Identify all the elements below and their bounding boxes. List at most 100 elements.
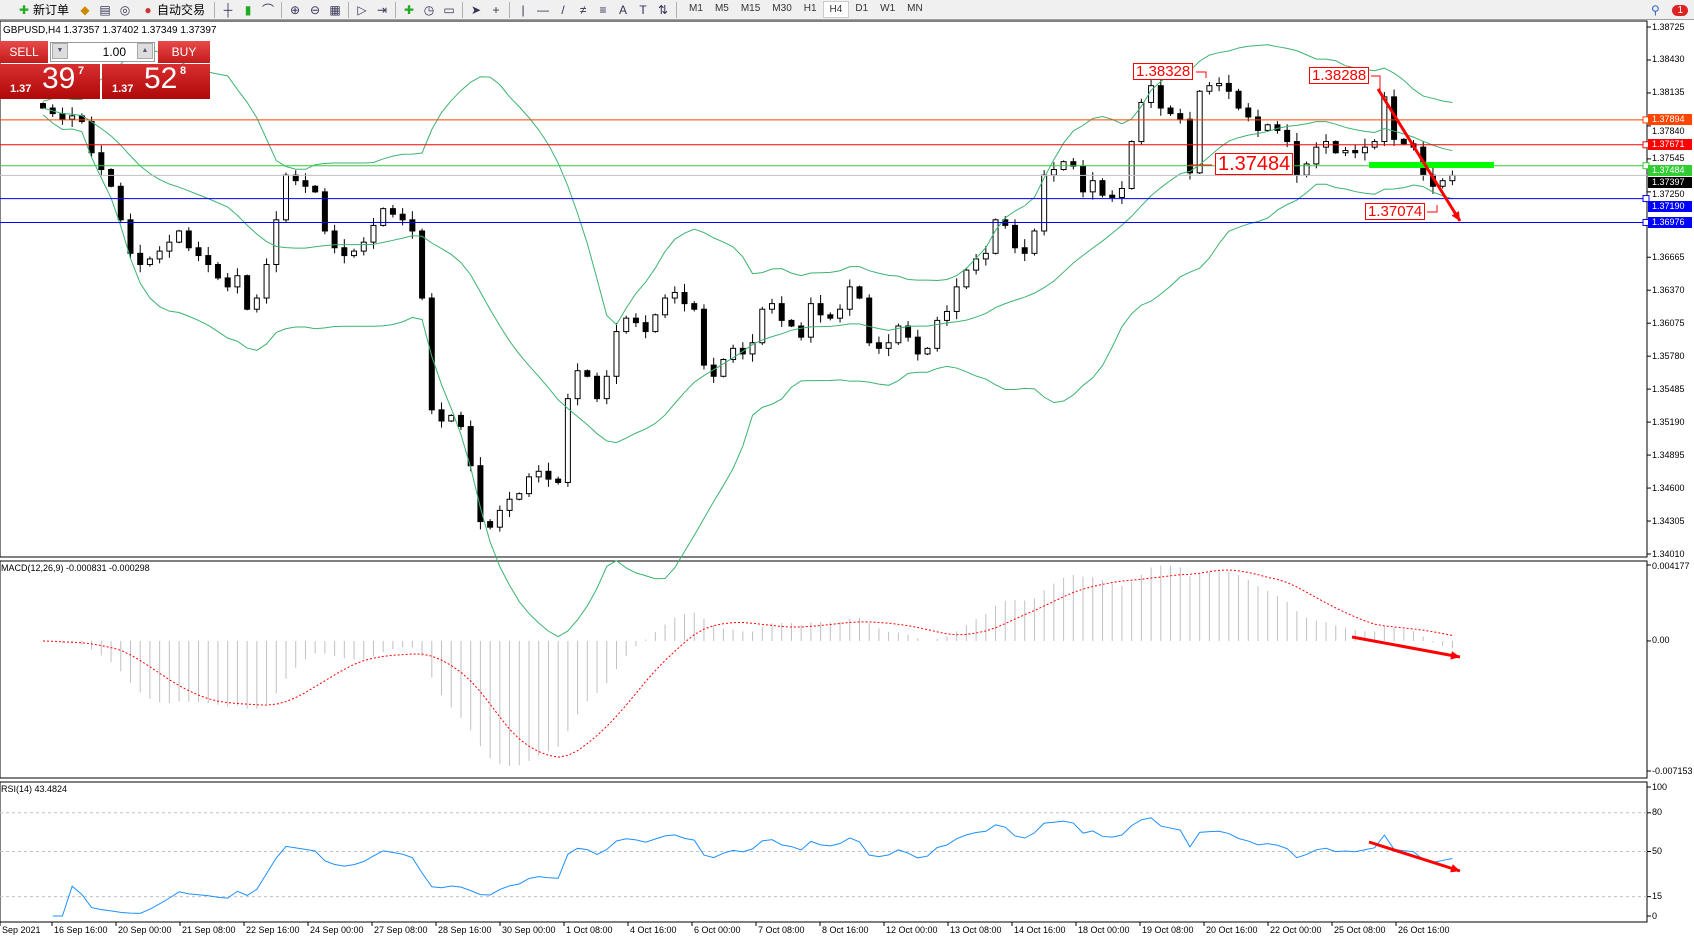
sell-button[interactable]: SELL [0,41,48,63]
metaeditor-icon[interactable]: ◆ [80,2,90,17]
buy-price[interactable]: 1.37 52 8 [102,62,210,99]
y-tick-label: 1.36665 [1652,251,1685,262]
candle-bear [914,336,921,355]
candle-bear [817,303,824,316]
candle-bear [302,180,309,187]
candle-bear [321,191,328,232]
divider [509,1,511,18]
timeframe-h4[interactable]: H4 [822,1,850,18]
divider [395,1,397,18]
candle-bear [691,303,698,310]
arrows-icon[interactable]: ⇅ [658,2,669,17]
y-tick-label: 1.38430 [1652,54,1685,65]
level-label: 1.37190 [1648,201,1692,213]
lot-increase-button[interactable]: ▲ [137,43,153,59]
candlestick-icon[interactable]: ▮ [244,2,252,17]
tile-windows-icon[interactable]: ▦ [329,2,341,17]
price-trend-arrow [1376,88,1462,222]
bollinger-middle [42,107,1453,444]
search-icon[interactable]: ⚲ [1651,3,1660,17]
horizontal-line-icon[interactable]: — [537,2,550,17]
candle-bull [1361,146,1368,154]
time-label: 1 Oct 08:00 [566,925,613,935]
annotation-high-2[interactable]: 1.38288 [1309,67,1370,84]
new-order-button[interactable]: ✚ 新订单 [18,2,70,18]
timeframe-mn[interactable]: MN [907,3,923,14]
lot-size-input[interactable]: 1.00 [50,42,155,62]
candle-bull [526,476,532,495]
y-tick-label: 1.35485 [1652,383,1685,394]
text-icon[interactable]: A [619,2,628,17]
buy-button[interactable]: BUY [158,41,210,63]
vertical-line-icon[interactable]: | [521,2,525,17]
candle-bull [1050,169,1057,176]
timeframe-m15[interactable]: M15 [740,3,761,14]
support-zone [1369,162,1494,168]
divider [676,1,678,18]
fibonacci-icon[interactable]: ≡ [599,2,607,17]
trendline-icon[interactable]: / [561,2,565,17]
candle-bull [69,115,76,120]
crosshair-icon[interactable]: + [492,2,500,17]
timeframe-m30[interactable]: M30 [772,3,792,14]
timeframe-h1[interactable]: H1 [803,3,817,14]
macd-divergence-arrow-head [1450,651,1460,660]
autoscroll-icon[interactable]: ▷ [357,2,367,17]
level-label: 1.37397 [1648,177,1692,189]
equidistant-channel-icon[interactable]: ≠ [579,2,587,17]
candle-bull [574,370,581,400]
annotation-high-1[interactable]: 1.38328 [1133,63,1194,80]
candle-bull [1138,101,1145,143]
macd-axis-label: -0.007153 [1652,765,1693,776]
signals-icon[interactable]: ◎ [119,2,131,17]
auto-trading-button[interactable]: ● 自动交易 [138,1,208,19]
text-label-icon[interactable]: T [639,2,647,17]
y-tick-label: 1.35780 [1652,350,1685,361]
navigator-icon[interactable]: ▤ [99,2,111,17]
timeframe-d1[interactable]: D1 [855,3,869,14]
candle-bull [807,303,814,338]
cursor-icon[interactable]: ➤ [471,2,482,17]
timeframe-w1[interactable]: W1 [880,3,896,14]
candle-bear [331,230,338,249]
rsi-axis-label: 80 [1652,807,1663,818]
candle-bull [1206,85,1213,92]
timeframe-m1[interactable]: M1 [689,3,703,14]
time-label: 16 Sep 16:00 [54,925,108,935]
candle-bear [798,325,805,338]
time-label: 6 Oct 00:00 [694,925,741,935]
annotation-low[interactable]: 1.37074 [1365,203,1426,220]
chart-shift-icon[interactable]: ⇥ [377,2,388,17]
indicators-icon[interactable]: ✚ [404,2,415,17]
auto-trading-icon: ● [144,2,152,17]
time-label: 19 Oct 08:00 [1142,925,1194,935]
candle-bear [1235,90,1242,109]
zoom-out-icon[interactable]: ⊖ [310,2,321,17]
y-tick-label: 1.34010 [1652,548,1685,559]
candle-bull [370,224,377,243]
notification-badge[interactable]: 1 [1672,4,1688,16]
line-chart-icon[interactable]: ⌒ [262,2,275,17]
periods-icon[interactable]: ◷ [423,2,435,17]
candle-bear [1293,141,1300,176]
candle-bear [1225,82,1232,92]
candle-bear [1400,138,1407,145]
candle-bull [156,250,163,260]
candle-bear [681,291,688,305]
candle-bear [545,470,552,480]
zoom-in-icon[interactable]: ⊕ [290,2,301,17]
timeframe-m5[interactable]: M5 [714,3,729,14]
candle-bear [1080,165,1087,193]
lot-decrease-button[interactable]: ▼ [52,43,68,59]
candle-bull [769,303,775,310]
candle-bear [40,103,46,109]
time-label: 8 Oct 16:00 [822,925,869,935]
candle-bull [846,286,853,310]
y-tick-label: 1.36370 [1652,284,1685,295]
bar-chart-icon[interactable]: ┼ [223,2,233,17]
sell-price[interactable]: 1.37 39 7 [0,62,100,99]
templates-icon[interactable]: ▭ [443,2,455,17]
candle-bull [1439,180,1446,187]
annotation-level[interactable]: 1.37484 [1215,153,1294,175]
